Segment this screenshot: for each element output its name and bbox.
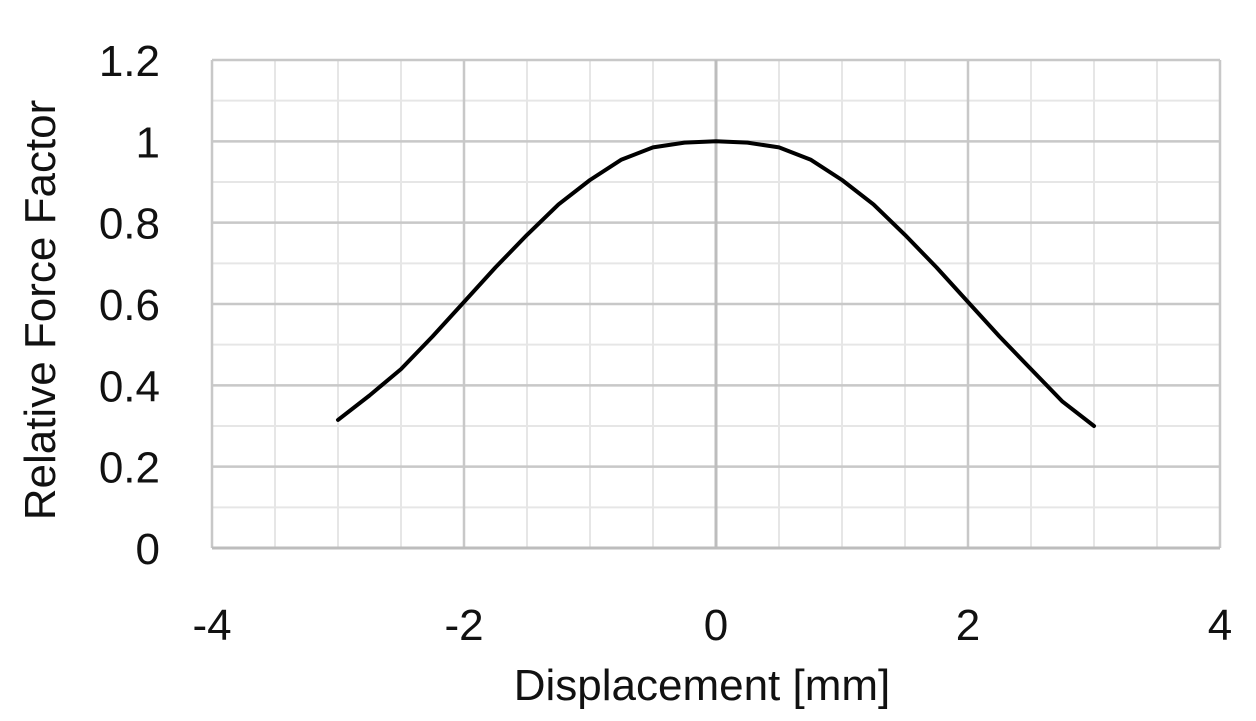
- x-tick-label: 4: [1208, 601, 1232, 650]
- x-tick-label: -4: [192, 601, 231, 650]
- x-tick-label: 2: [956, 601, 980, 650]
- y-axis-title: Relative Force Factor: [16, 100, 65, 521]
- y-tick-label: 0.4: [99, 362, 160, 411]
- y-tick-label: 1.2: [99, 37, 160, 86]
- y-tick-label: 0.8: [99, 200, 160, 249]
- x-tick-labels: -4 -2 0 2 4: [192, 601, 1232, 650]
- y-tick-label: 0: [136, 525, 160, 574]
- x-axis-title: Displacement [mm]: [514, 661, 891, 710]
- x-tick-label: 0: [704, 601, 728, 650]
- y-tick-label: 0.2: [99, 444, 160, 493]
- y-tick-labels: 0 0.2 0.4 0.6 0.8 1 1.2: [99, 37, 160, 574]
- series-group: [336, 139, 1096, 428]
- y-tick-label: 0.6: [99, 281, 160, 330]
- x-tick-label: -2: [444, 601, 483, 650]
- series-line-0: [336, 139, 1096, 428]
- y-tick-label: 1: [136, 118, 160, 167]
